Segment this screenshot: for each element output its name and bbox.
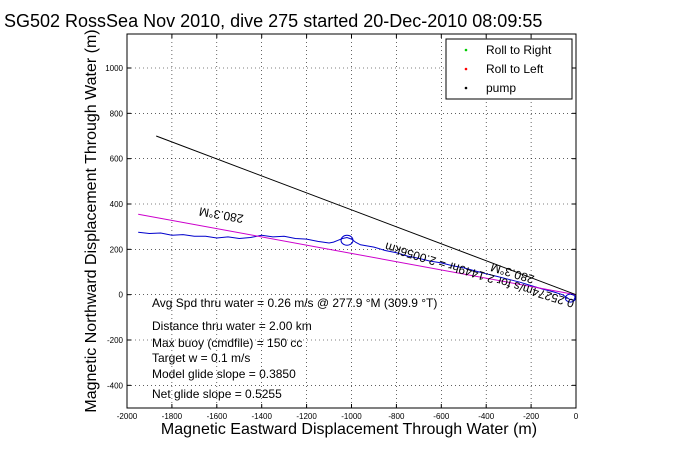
axis-ticks: -2000 -1800 -1600 -1400 -1200 -1000 -800 -600 -4… xyxy=(105,34,579,421)
y-tick-label: 600 xyxy=(110,155,124,164)
series-line-0 xyxy=(138,231,577,301)
x-tick-label: -1200 xyxy=(296,412,317,421)
x-tick-label: -1600 xyxy=(207,412,228,421)
y-tick-label: 1000 xyxy=(105,64,123,73)
legend-marker-pump xyxy=(464,86,468,90)
stat-avg-speed: Avg Spd thru water = 0.26 m/s @ 277.9 °M… xyxy=(152,296,437,310)
series-line-1 xyxy=(138,213,577,296)
stat-distance: Distance thru water = 2.00 km xyxy=(152,319,312,333)
y-tick-label: -200 xyxy=(107,336,124,345)
x-tick-label: -400 xyxy=(478,412,495,421)
legend-marker-roll-right xyxy=(464,48,468,52)
x-tick-label: -1800 xyxy=(162,412,183,421)
legend-marker-roll-left xyxy=(464,67,468,71)
legend: Roll to Right Roll to Left pump xyxy=(445,38,573,100)
y-tick-label: 400 xyxy=(110,200,124,209)
legend-label-roll-left: Roll to Left xyxy=(486,62,544,76)
trajectory-loop xyxy=(340,234,354,246)
stat-net-glide: Net glide slope = 0.5255 xyxy=(152,387,282,401)
y-axis-label: Magnetic Northward Displacement Through … xyxy=(83,29,100,412)
axes-frame xyxy=(126,33,577,409)
x-tick-label: -600 xyxy=(433,412,450,421)
x-tick-label: -1400 xyxy=(251,412,272,421)
x-axis-label: Magnetic Eastward Displacement Through W… xyxy=(161,421,537,438)
legend-label-pump: pump xyxy=(486,81,516,95)
stats-block: Avg Spd thru water = 0.26 m/s @ 277.9 °M… xyxy=(152,296,437,401)
stat-max-buoy: Max buoy (cmdfile) = 150 cc xyxy=(152,336,302,350)
y-tick-label: 0 xyxy=(119,291,124,300)
series-group xyxy=(138,135,577,303)
stat-target-w: Target w = 0.1 m/s xyxy=(152,351,250,365)
x-tick-label: -2000 xyxy=(117,412,138,421)
trajectory-end-loop xyxy=(564,293,576,303)
stat-model-glide: Model glide slope = 0.3850 xyxy=(152,367,296,381)
x-tick-label: -200 xyxy=(523,412,540,421)
chart-title: SG502 RossSea Nov 2010, dive 275 started… xyxy=(4,11,542,31)
y-tick-label: -400 xyxy=(107,381,124,390)
x-tick-label: -1000 xyxy=(341,412,362,421)
y-tick-label: 200 xyxy=(110,245,124,254)
grid-lines xyxy=(127,34,576,408)
x-tick-label: 0 xyxy=(574,412,579,421)
series-line-2 xyxy=(156,135,577,296)
y-tick-label: 800 xyxy=(110,109,124,118)
x-tick-label: -800 xyxy=(388,412,405,421)
legend-label-roll-right: Roll to Right xyxy=(486,43,552,57)
